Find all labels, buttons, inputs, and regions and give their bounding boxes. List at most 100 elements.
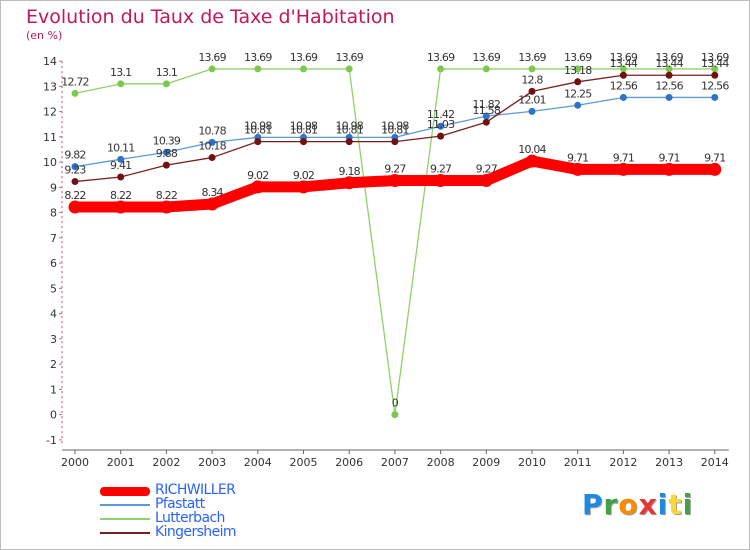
y-tick-label: 9 <box>50 181 57 194</box>
point-pfastatt <box>162 148 170 156</box>
data-label-pfastatt: 10.98 <box>290 119 318 132</box>
data-label-lutterbach: 13.1 <box>156 66 177 79</box>
data-label-pfastatt: 10.11 <box>107 141 135 154</box>
data-label-lutterbach: 13.69 <box>518 51 546 64</box>
point-kingersheim <box>711 71 719 79</box>
point-lutterbach <box>711 65 719 73</box>
point-kingersheim <box>71 178 79 186</box>
point-richwiller <box>114 200 128 214</box>
data-label-lutterbach: 13.69 <box>473 51 501 64</box>
data-label-pfastatt: 12.25 <box>564 87 592 100</box>
data-label-richwiller: 9.71 <box>567 151 588 164</box>
point-kingersheim <box>665 71 673 79</box>
data-label-pfastatt: 12.56 <box>610 79 638 92</box>
y-tick-label: 14 <box>43 55 57 68</box>
data-label-lutterbach: 13.69 <box>244 51 272 64</box>
data-label-kingersheim: 9.23 <box>64 164 86 177</box>
data-label-richwiller: 9.02 <box>247 169 268 182</box>
point-richwiller <box>616 162 630 176</box>
legend-swatch <box>100 487 150 496</box>
point-kingersheim <box>162 161 170 169</box>
logo-letter: r <box>603 488 619 521</box>
x-tick-label: 2006 <box>335 456 363 469</box>
data-label-richwiller: 8.22 <box>64 189 85 202</box>
point-pfastatt <box>619 93 627 101</box>
x-tick-label: 2007 <box>381 456 409 469</box>
data-label-pfastatt: 10.78 <box>198 124 226 137</box>
point-lutterbach <box>665 65 673 73</box>
data-label-lutterbach: 0 <box>392 397 399 410</box>
logo-letter: o <box>618 488 639 521</box>
data-label-richwiller: 9.02 <box>293 169 314 182</box>
y-tick-label: 11 <box>43 131 57 144</box>
data-label-richwiller: 9.27 <box>476 163 498 176</box>
point-kingersheim <box>619 71 627 79</box>
point-lutterbach <box>437 65 445 73</box>
point-lutterbach <box>391 411 399 419</box>
point-kingersheim <box>391 138 399 146</box>
y-tick-label: 10 <box>43 156 57 169</box>
point-kingersheim <box>345 138 353 146</box>
x-tick-label: 2004 <box>244 456 272 469</box>
point-lutterbach <box>71 89 79 97</box>
data-label-pfastatt: 12.56 <box>655 79 683 92</box>
point-richwiller <box>525 154 539 168</box>
y-tick-label: 5 <box>50 282 57 295</box>
logo-letter: t <box>668 488 683 521</box>
legend-label: RICHWILLER <box>155 482 236 498</box>
proxiti-logo: Proxiti <box>582 488 693 521</box>
point-kingersheim <box>117 173 125 181</box>
x-tick-label: 2003 <box>198 456 226 469</box>
legend-label: Pfastatt <box>155 496 205 512</box>
point-lutterbach <box>619 65 627 73</box>
data-label-lutterbach: 13.69 <box>701 51 729 64</box>
data-label-richwiller: 9.27 <box>384 163 406 176</box>
data-label-lutterbach: 13.69 <box>290 51 318 64</box>
point-lutterbach <box>482 65 490 73</box>
legend-label: Lutterbach <box>155 510 225 526</box>
x-tick-label: 2001 <box>107 456 135 469</box>
point-pfastatt <box>208 138 216 146</box>
data-label-pfastatt: 12.01 <box>518 93 546 106</box>
point-lutterbach <box>162 80 170 88</box>
data-label-kingersheim: 9.88 <box>156 147 178 160</box>
data-label-richwiller: 9.71 <box>613 151 634 164</box>
x-tick-label: 2002 <box>152 456 180 469</box>
data-label-pfastatt: 10.98 <box>381 119 409 132</box>
point-richwiller <box>205 197 219 211</box>
data-label-pfastatt: 10.98 <box>335 119 363 132</box>
y-tick-label: 3 <box>50 333 57 346</box>
point-richwiller <box>708 162 722 176</box>
data-label-kingersheim: 13.18 <box>564 64 592 77</box>
data-label-lutterbach: 13.69 <box>427 51 455 64</box>
data-label-richwiller: 8.22 <box>156 189 177 202</box>
point-richwiller <box>479 174 493 188</box>
y-tick-label: 2 <box>50 358 57 371</box>
point-richwiller <box>342 176 356 190</box>
chart-series <box>68 65 722 419</box>
point-richwiller <box>434 174 448 188</box>
data-label-kingersheim: 13.44 <box>655 57 683 70</box>
data-label-richwiller: 8.22 <box>110 189 131 202</box>
point-pfastatt <box>665 93 673 101</box>
x-tick-label: 2000 <box>61 456 89 469</box>
point-lutterbach <box>300 65 307 73</box>
data-label-kingersheim: 12.8 <box>521 73 543 86</box>
legend-swatch <box>100 504 150 506</box>
data-label-kingersheim: 10.81 <box>290 124 318 137</box>
data-label-kingersheim: 10.81 <box>244 124 272 137</box>
logo-letter: P <box>582 488 604 521</box>
point-pfastatt <box>117 155 125 163</box>
logo-letter: i <box>682 488 694 521</box>
x-tick-label: 2011 <box>564 456 592 469</box>
data-label-pfastatt: 10.98 <box>244 119 272 132</box>
data-label-lutterbach: 13.69 <box>198 51 226 64</box>
data-label-pfastatt: 10.39 <box>153 134 181 147</box>
point-pfastatt <box>437 122 445 130</box>
data-label-lutterbach: 13.69 <box>564 51 592 64</box>
data-label-richwiller: 9.18 <box>339 165 361 178</box>
data-label-kingersheim: 10.18 <box>198 140 226 153</box>
